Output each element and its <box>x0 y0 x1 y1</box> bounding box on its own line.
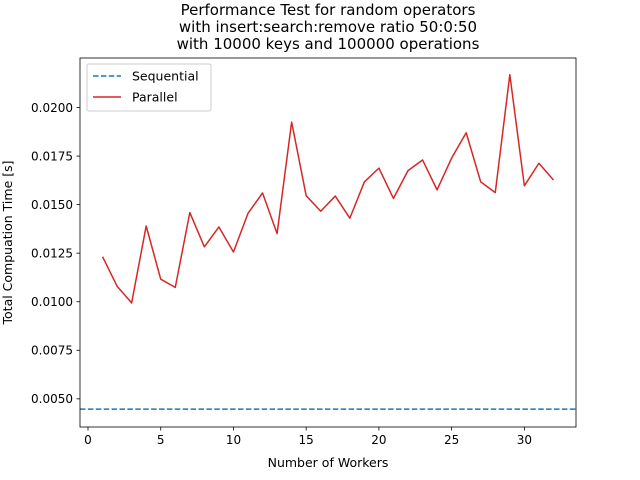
axes-frame <box>79 57 577 428</box>
x-axis: 0 5 10 15 20 25 30 <box>84 427 532 447</box>
legend: Sequential Parallel <box>86 63 212 112</box>
chart-title-line-1: Performance Test for random operators <box>181 1 476 19</box>
y-axis-label: Total Compuation Time [s] <box>0 161 15 326</box>
x-tick-label: 20 <box>371 433 386 447</box>
x-tick-label: 15 <box>299 433 314 447</box>
y-tick-label: 0.0050 <box>31 392 73 406</box>
series-line-parallel <box>101 73 555 304</box>
y-tick-label: 0.0075 <box>31 344 73 358</box>
plot-area <box>79 57 577 428</box>
y-tick-label: 0.0200 <box>31 101 73 115</box>
x-tick-label: 0 <box>84 433 92 447</box>
y-tick-label: 0.0150 <box>31 198 73 212</box>
y-tick-label: 0.0175 <box>31 149 73 163</box>
y-tick-label: 0.0125 <box>31 246 73 260</box>
x-axis-label: Number of Workers <box>268 455 389 470</box>
chart-title-line-3: with 10000 keys and 100000 operations <box>177 35 480 53</box>
legend-label-sequential: Sequential <box>132 69 199 84</box>
y-tick-label: 0.0100 <box>31 295 73 309</box>
legend-label-parallel: Parallel <box>132 90 178 105</box>
y-axis: 0.0050 0.0075 0.0100 0.0125 0.0150 0.0175 0.02… <box>31 101 80 406</box>
x-tick-label: 5 <box>157 433 165 447</box>
chart-title-line-2: with insert:search:remove ratio 50:0:50 <box>179 18 477 36</box>
series-layer <box>80 73 576 410</box>
x-tick-label: 25 <box>444 433 459 447</box>
x-tick-label: 10 <box>226 433 241 447</box>
x-tick-label: 30 <box>517 433 532 447</box>
